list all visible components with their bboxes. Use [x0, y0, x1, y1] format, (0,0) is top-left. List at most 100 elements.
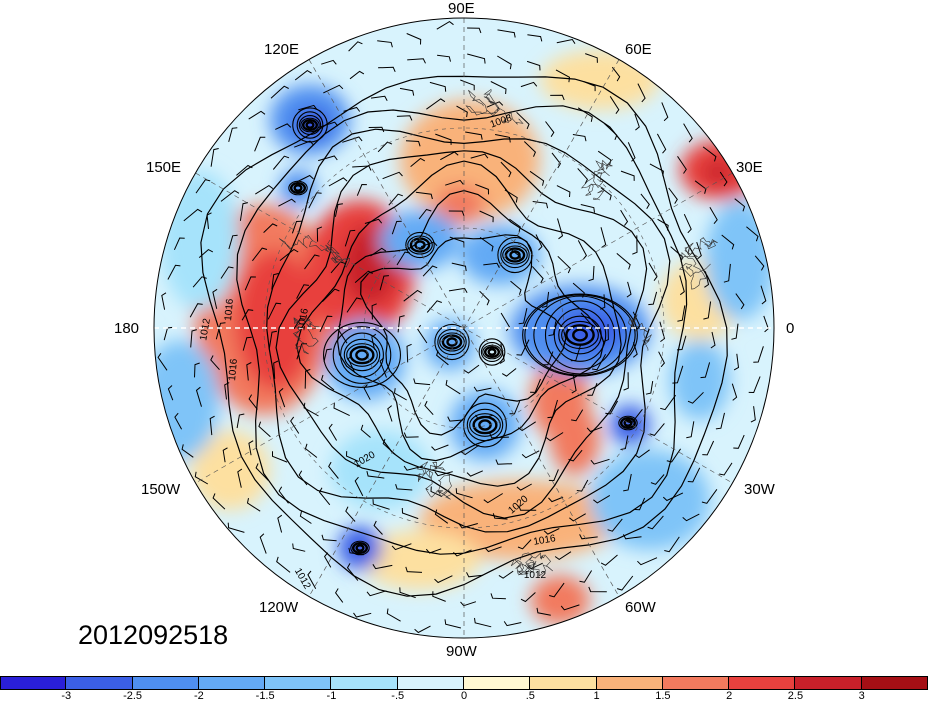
- wind-barb: [318, 155, 338, 162]
- wind-barb: [616, 575, 634, 591]
- wind-barb: [656, 133, 667, 154]
- wind-barb: [518, 307, 528, 325]
- wind-barb: [406, 343, 412, 363]
- wind-barbs: [157, 20, 769, 634]
- wind-barb: [670, 246, 684, 262]
- wind-barb: [391, 220, 402, 235]
- wind-barb: [279, 248, 299, 261]
- contour-value-label: 1016: [296, 307, 311, 331]
- wind-barb: [620, 435, 629, 450]
- longitude-label: 180: [114, 320, 140, 337]
- wind-barb: [372, 564, 393, 570]
- wind-barb: [194, 471, 209, 485]
- wind-barb: [517, 539, 532, 550]
- wind-barb: [346, 563, 359, 581]
- wind-barb: [648, 291, 658, 306]
- contour-line: [544, 300, 616, 370]
- wind-barb: [600, 294, 606, 310]
- wind-barb: [760, 285, 767, 305]
- anomaly-patch: [450, 390, 520, 460]
- colorbar: [0, 676, 928, 690]
- wind-barb: [386, 608, 401, 622]
- contour-line: [463, 402, 507, 448]
- colorbar-tick-label: -3: [61, 690, 72, 702]
- wind-barb: [434, 471, 453, 477]
- wind-barb: [495, 459, 513, 465]
- wind-barb: [556, 38, 576, 44]
- wind-barb: [181, 444, 194, 458]
- wind-barb: [645, 381, 654, 395]
- wind-barb: [734, 198, 746, 212]
- contour-line: [434, 323, 470, 361]
- wind-barb: [425, 548, 442, 554]
- wind-barb: [258, 421, 271, 438]
- wind-barb: [605, 400, 619, 415]
- wind-barb: [649, 423, 665, 436]
- wind-barb: [189, 303, 203, 318]
- colorbar-tick-label: -.5: [391, 690, 405, 702]
- wind-barb: [246, 362, 252, 381]
- wind-barb: [298, 470, 308, 486]
- wind-barb: [173, 237, 185, 251]
- wind-barb: [627, 142, 636, 162]
- wind-barb: [420, 241, 438, 248]
- contour-value-label: 1016: [533, 533, 557, 548]
- wind-barb: [298, 104, 318, 111]
- wind-barb: [323, 348, 332, 362]
- colorbar-tick-label: .5: [525, 690, 535, 702]
- wind-barb: [516, 339, 530, 356]
- wind-barb: [499, 343, 505, 364]
- wind-barb: [470, 153, 489, 159]
- wind-barb: [660, 394, 677, 411]
- wind-barb: [611, 66, 621, 82]
- wind-barb: [316, 226, 323, 242]
- wind-barb: [683, 123, 693, 143]
- wind-barb: [719, 171, 728, 187]
- wind-barb: [551, 152, 562, 169]
- wind-barb: [571, 409, 584, 422]
- wind-barb: [486, 101, 504, 108]
- contour-value-label: 1016: [227, 358, 240, 382]
- wind-barb: [210, 355, 220, 371]
- wind-barb: [590, 458, 610, 465]
- wind-barb: [407, 58, 426, 64]
- wind-barb: [190, 329, 197, 348]
- wind-barb: [405, 140, 421, 147]
- wind-barb: [370, 247, 387, 257]
- wind-barb: [679, 275, 685, 296]
- wind-barb: [475, 414, 494, 420]
- wind-barb: [354, 270, 373, 283]
- wind-barb: [557, 255, 571, 274]
- colorbar-swatch: [66, 676, 133, 690]
- wind-barb: [731, 323, 739, 340]
- wind-barb: [437, 54, 451, 62]
- wind-barb: [657, 218, 669, 231]
- wind-barb: [572, 282, 585, 298]
- wind-barb: [273, 360, 279, 379]
- wind-barb: [236, 413, 245, 429]
- wind-barb: [413, 378, 431, 386]
- wind-barb: [466, 572, 483, 578]
- wind-barb: [399, 87, 415, 96]
- wind-barb: [523, 141, 536, 157]
- wind-barb: [371, 303, 377, 320]
- wind-barb: [237, 468, 243, 488]
- wind-barb: [748, 376, 761, 394]
- wind-barb: [510, 280, 522, 295]
- wind-barb: [632, 342, 638, 358]
- wind-barb: [259, 533, 267, 554]
- wind-barb: [500, 312, 511, 332]
- colorbar-tick-label: -1: [326, 690, 337, 702]
- longitude-label: 150E: [146, 159, 182, 176]
- wind-barb: [603, 123, 618, 140]
- wind-barb: [296, 174, 314, 183]
- wind-barb: [520, 592, 536, 603]
- wind-barb: [541, 291, 550, 308]
- wind-barb: [460, 444, 480, 456]
- wind-barb: [546, 432, 564, 442]
- coastlines: [279, 88, 718, 577]
- wind-barb: [455, 488, 473, 499]
- wind-barb: [576, 479, 589, 492]
- contour-line: [469, 413, 501, 437]
- anomaly-patch: [330, 430, 430, 510]
